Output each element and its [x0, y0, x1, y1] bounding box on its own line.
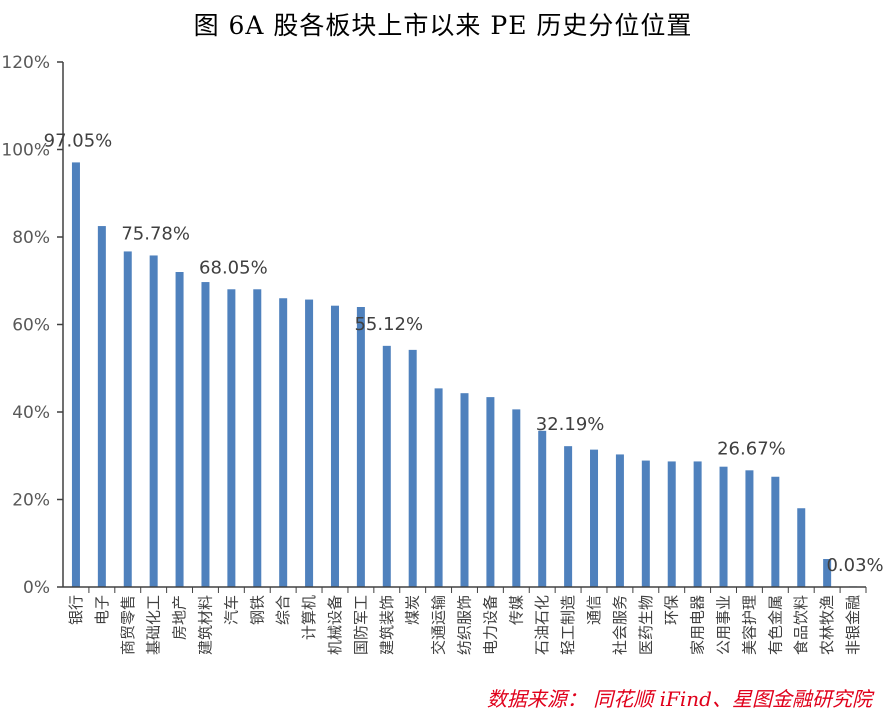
x-tick-label: 食品饮料: [792, 595, 810, 655]
bar: [771, 476, 780, 587]
data-label: 0.03%: [826, 555, 883, 576]
x-tick-label: 社会服务: [611, 595, 629, 655]
bar: [538, 430, 547, 587]
x-tick-label: 纺织服饰: [456, 595, 474, 655]
y-tick-label: 0%: [23, 578, 50, 598]
y-tick-label: 40%: [12, 403, 50, 423]
data-label: 32.19%: [536, 414, 605, 435]
x-tick-label: 家用电器: [689, 595, 707, 655]
x-tick-label: 农林牧渔: [818, 595, 836, 655]
y-axis: 0% 20% 40% 60% 80% 100% 120%: [1, 53, 64, 598]
bar: [279, 298, 288, 587]
x-tick-label: 传媒: [507, 595, 525, 625]
y-tick-label: 120%: [1, 53, 50, 73]
bar: [175, 272, 184, 587]
x-tick-label: 轻工制造: [559, 595, 577, 655]
x-tick-label: 医药生物: [637, 595, 655, 655]
bar: [590, 449, 599, 587]
x-tick-label: 煤炭: [404, 595, 422, 625]
bar: [745, 470, 754, 587]
x-tick-label: 电力设备: [481, 595, 499, 655]
x-tick-label: 建筑装饰: [378, 595, 396, 655]
y-tick-label: 100%: [1, 141, 50, 161]
x-tick-label: 通信: [585, 595, 603, 625]
data-label: 97.05%: [44, 130, 113, 151]
data-label: 75.78%: [121, 223, 190, 244]
data-labels: 97.05% 75.78% 68.05% 55.12% 32.19% 26.67% 0.03…: [44, 130, 884, 575]
y-tick-label: 80%: [12, 228, 50, 248]
bar: [641, 460, 650, 587]
bar: [97, 226, 106, 587]
x-tick-label: 计算机: [300, 595, 318, 640]
bar: [123, 251, 132, 587]
bar: [486, 397, 495, 587]
bar: [564, 446, 573, 587]
bar: [512, 409, 521, 587]
bars: [71, 162, 858, 587]
x-tick-label: 环保: [663, 595, 681, 625]
bar: [434, 388, 443, 587]
y-tick-label: 20%: [12, 491, 50, 511]
bar: [305, 299, 314, 587]
bar: [356, 307, 365, 587]
x-tick-label: 银行: [67, 595, 85, 625]
bar: [71, 162, 80, 587]
chart-title: 图 6A 股各板块上市以来 PE 历史分位位置: [193, 11, 693, 40]
data-label: 55.12%: [354, 314, 423, 335]
x-tick-label: 汽车: [222, 595, 240, 625]
bar: [797, 508, 806, 587]
data-label: 68.05%: [199, 257, 268, 278]
data-label: 26.67%: [717, 438, 786, 459]
bar: [201, 282, 210, 587]
bar: [823, 559, 832, 587]
x-tick-label: 房地产: [171, 595, 189, 640]
x-axis: 银行 电子 商贸零售 基础化工 房地产 建筑材料 汽车 钢铁 综合 计算机 机械设备 国防军工 建筑装饰…: [63, 586, 867, 655]
x-tick-label: 公用事业: [715, 595, 733, 655]
x-tick-label: 非银金融: [844, 595, 862, 655]
bar: [382, 345, 391, 587]
bar: [615, 454, 624, 587]
bar: [227, 289, 236, 587]
bar: [149, 255, 158, 587]
bar: [408, 349, 417, 587]
x-tick-label: 商贸零售: [119, 595, 137, 655]
bar: [693, 461, 702, 587]
x-tick-label: 有色金属: [766, 595, 784, 655]
x-tick-label: 电子: [93, 595, 111, 625]
source-note: 数据来源： 同花顺 iFind、星图金融研究院: [486, 687, 872, 711]
x-tick-label: 石油石化: [533, 595, 551, 655]
bar: [253, 289, 262, 587]
x-tick-label: 钢铁: [248, 595, 266, 625]
x-tick-label: 基础化工: [145, 595, 163, 655]
x-tick-label: 建筑材料: [196, 595, 214, 655]
bar: [330, 305, 339, 587]
x-tick-label: 综合: [274, 595, 292, 625]
x-tick-label: 国防军工: [352, 595, 370, 655]
bar: [667, 461, 676, 587]
x-tick-label: 机械设备: [326, 595, 344, 655]
y-tick-label: 60%: [12, 316, 50, 336]
bar: [460, 393, 469, 587]
x-tick-label: 交通运输: [430, 595, 448, 655]
x-tick-label: 美容护理: [740, 595, 758, 655]
bar: [719, 466, 728, 587]
